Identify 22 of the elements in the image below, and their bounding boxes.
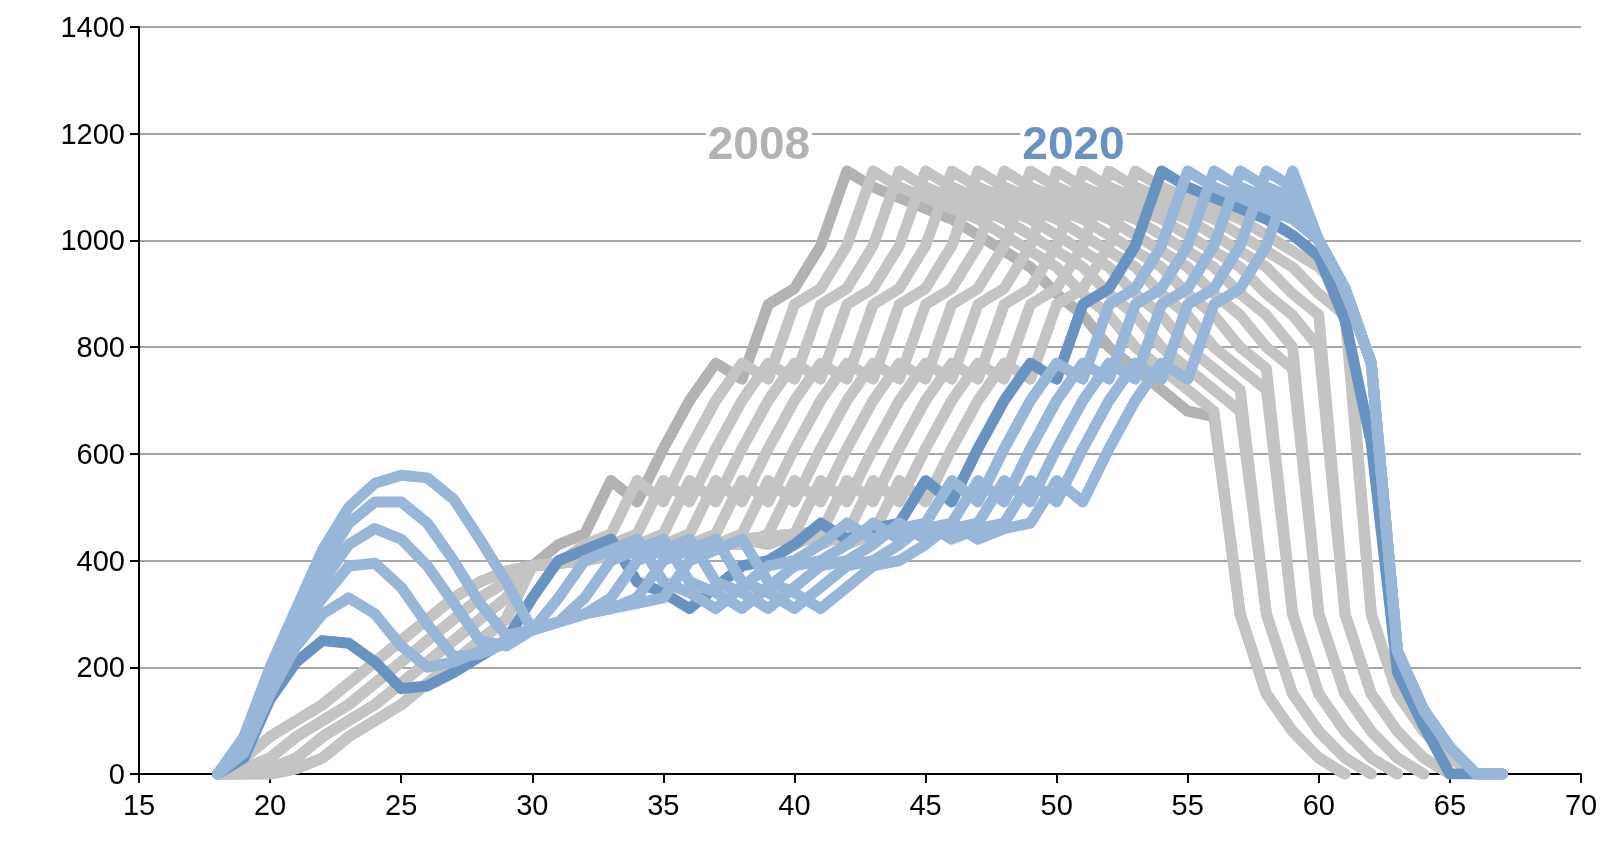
x-tick-label: 40 xyxy=(778,788,811,821)
y-tick-label: 1400 xyxy=(60,11,125,43)
x-tick-label: 55 xyxy=(1171,788,1204,821)
series-label: 2020 xyxy=(1022,117,1125,170)
series-label: 2008 xyxy=(707,117,811,170)
x-tick-label: 60 xyxy=(1302,788,1335,821)
y-tick-label: 0 xyxy=(108,758,125,790)
y-tick-label: 800 xyxy=(76,331,125,364)
y-tick-label: 400 xyxy=(76,544,125,577)
x-tick-label: 15 xyxy=(122,788,156,821)
x-tick-label: 30 xyxy=(516,788,549,821)
y-tick-label: 200 xyxy=(76,651,125,684)
x-tick-label: 70 xyxy=(1564,788,1598,821)
x-tick-label: 50 xyxy=(1040,788,1073,821)
x-tick-label: 35 xyxy=(647,788,680,821)
y-tick-label: 1000 xyxy=(60,224,125,257)
x-tick-label: 65 xyxy=(1433,788,1467,821)
x-tick-label: 25 xyxy=(385,788,418,821)
y-tick-label: 1200 xyxy=(60,117,125,150)
y-tick-label: 600 xyxy=(76,437,125,470)
x-tick-label: 20 xyxy=(253,788,287,821)
x-tick-label: 45 xyxy=(909,788,942,821)
